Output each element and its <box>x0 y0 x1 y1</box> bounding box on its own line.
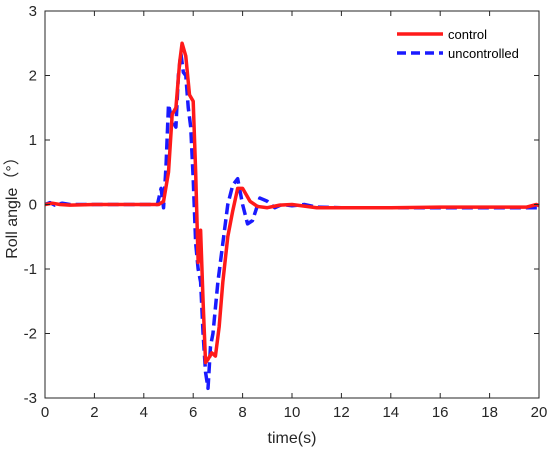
legend-box <box>390 16 534 70</box>
y-tick-label: 3 <box>29 3 37 20</box>
y-tick-label: -2 <box>24 326 37 343</box>
x-tick-label: 2 <box>90 404 98 421</box>
x-tick-label: 0 <box>41 404 49 421</box>
y-tick-label: 2 <box>29 68 37 85</box>
series-line-control <box>44 41 540 365</box>
x-tick-label: 6 <box>189 404 197 421</box>
y-tick-label: -1 <box>24 261 37 278</box>
y-axis-ticks: -3 -2 -1 0 1 2 3 <box>24 3 539 407</box>
x-tick-label: 12 <box>333 404 350 421</box>
legend-label-uncontrolled: uncontrolled <box>448 46 519 61</box>
y-tick-label: -3 <box>24 390 37 407</box>
series-layer <box>44 41 540 391</box>
x-axis-ticks: 0 2 4 6 8 10 12 14 16 18 20 <box>41 11 548 421</box>
y-axis-title: Roll angle（°） <box>3 149 21 259</box>
x-tick-label: 20 <box>531 404 548 421</box>
x-axis-title: time(s) <box>268 430 317 447</box>
x-tick-label: 14 <box>382 404 399 421</box>
x-tick-label: 10 <box>284 404 301 421</box>
x-tick-label: 8 <box>238 404 246 421</box>
legend-label-control: control <box>448 27 487 42</box>
legend: control uncontrolled <box>390 16 534 70</box>
y-tick-label: 1 <box>29 132 37 149</box>
x-tick-label: 18 <box>481 404 498 421</box>
x-tick-label: 16 <box>432 404 449 421</box>
y-tick-label: 0 <box>29 197 37 214</box>
x-tick-label: 4 <box>140 404 148 421</box>
